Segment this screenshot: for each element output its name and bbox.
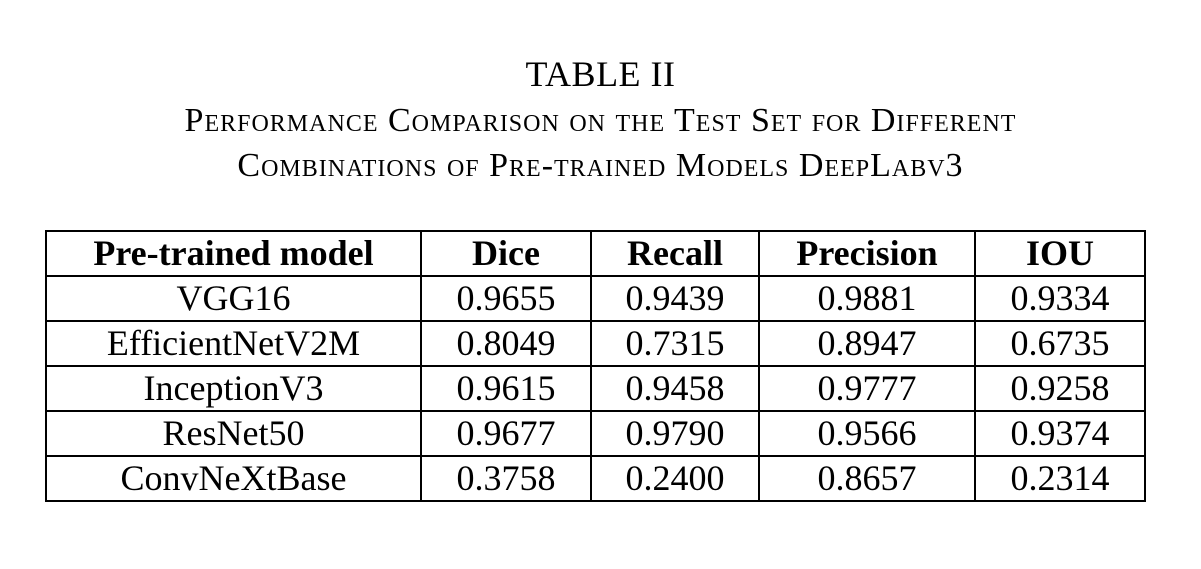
cell-model: VGG16 — [45, 275, 422, 322]
cell-iou: 0.6735 — [974, 320, 1146, 367]
results-table: Pre-trained model Dice Recall Precision … — [45, 230, 1146, 502]
cell-model: ConvNeXtBase — [45, 455, 422, 502]
table-title-line-1: Performance Comparison on the Test Set f… — [184, 102, 1017, 139]
cell-dice: 0.8049 — [420, 320, 592, 367]
cell-precision: 0.8947 — [758, 320, 976, 367]
table-row: EfficientNetV2M 0.8049 0.7315 0.8947 0.6… — [45, 320, 1146, 367]
header-cell-model: Pre-trained model — [45, 230, 422, 277]
cell-model: EfficientNetV2M — [45, 320, 422, 367]
header-cell-recall: Recall — [590, 230, 760, 277]
cell-iou: 0.9374 — [974, 410, 1146, 457]
cell-recall: 0.9790 — [590, 410, 760, 457]
table-title-line-2: Combinations of Pre-trained Models DeepL… — [237, 147, 964, 184]
cell-iou: 0.9334 — [974, 275, 1146, 322]
header-cell-precision: Precision — [758, 230, 976, 277]
cell-recall: 0.9439 — [590, 275, 760, 322]
cell-recall: 0.2400 — [590, 455, 760, 502]
cell-model: ResNet50 — [45, 410, 422, 457]
cell-dice: 0.9655 — [420, 275, 592, 322]
cell-precision: 0.9881 — [758, 275, 976, 322]
table-row: ConvNeXtBase 0.3758 0.2400 0.8657 0.2314 — [45, 455, 1146, 502]
cell-precision: 0.9566 — [758, 410, 976, 457]
cell-precision: 0.9777 — [758, 365, 976, 412]
cell-iou: 0.9258 — [974, 365, 1146, 412]
header-cell-iou: IOU — [974, 230, 1146, 277]
cell-dice: 0.9677 — [420, 410, 592, 457]
table-row: VGG16 0.9655 0.9439 0.9881 0.9334 — [45, 275, 1146, 322]
header-cell-dice: Dice — [420, 230, 592, 277]
table-label: TABLE II — [525, 54, 676, 94]
table-row: InceptionV3 0.9615 0.9458 0.9777 0.9258 — [45, 365, 1146, 412]
cell-model: InceptionV3 — [45, 365, 422, 412]
cell-recall: 0.9458 — [590, 365, 760, 412]
cell-recall: 0.7315 — [590, 320, 760, 367]
cell-dice: 0.9615 — [420, 365, 592, 412]
cell-dice: 0.3758 — [420, 455, 592, 502]
cell-iou: 0.2314 — [974, 455, 1146, 502]
header-row: Pre-trained model Dice Recall Precision … — [45, 230, 1146, 277]
cell-precision: 0.8657 — [758, 455, 976, 502]
table-row: ResNet50 0.9677 0.9790 0.9566 0.9374 — [45, 410, 1146, 457]
